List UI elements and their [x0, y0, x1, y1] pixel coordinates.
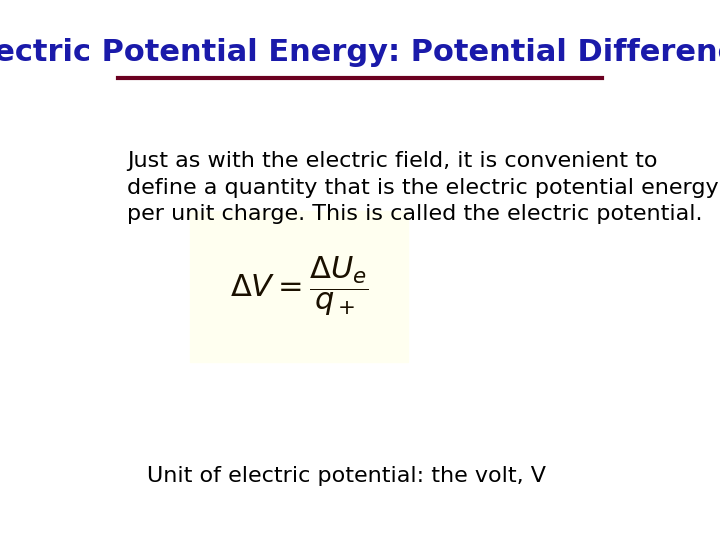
Text: Just as with the electric field, it is convenient to
define a quantity that is t: Just as with the electric field, it is c…: [127, 151, 719, 224]
Text: $\Delta V = \dfrac{\Delta U_e}{q_+}$: $\Delta V = \dfrac{\Delta U_e}{q_+}$: [230, 254, 369, 318]
FancyBboxPatch shape: [190, 211, 408, 362]
Text: Electric Potential Energy: Potential Difference: Electric Potential Energy: Potential Dif…: [0, 38, 720, 67]
Text: Unit of electric potential: the volt, V: Unit of electric potential: the volt, V: [147, 466, 546, 486]
